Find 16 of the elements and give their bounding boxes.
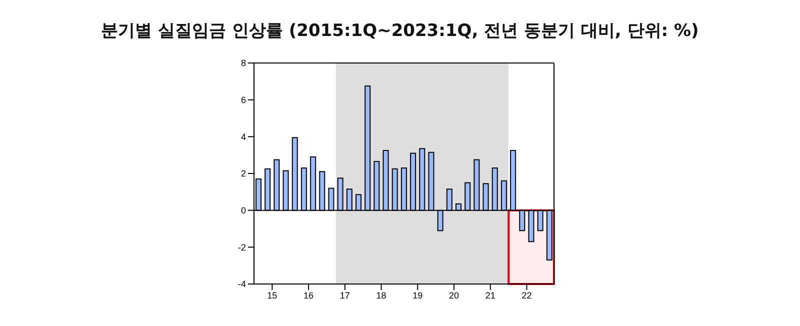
x-tick-label: 16 xyxy=(304,290,314,300)
y-tick-label: 2 xyxy=(240,168,246,179)
y-tick-label: 0 xyxy=(240,206,246,216)
x-tick-label: 22 xyxy=(522,290,532,300)
y-tick-label: -2 xyxy=(238,242,246,252)
y-tick-label: 6 xyxy=(240,95,246,106)
x-tick-label: 18 xyxy=(376,290,386,300)
x-tick-label: 17 xyxy=(340,290,350,300)
y-tick-label: 4 xyxy=(240,132,246,142)
x-tick-label: 21 xyxy=(485,290,496,300)
chart-title: 분기별 실질임금 인상률 (2015:1Q~2023:1Q, 전년 동분기 대비, 단위: %) xyxy=(100,20,700,43)
x-tick-label: 20 xyxy=(448,290,460,300)
x-tick-label: 15 xyxy=(267,290,278,300)
x-tick-label: 19 xyxy=(412,290,423,300)
y-tick-label: -4 xyxy=(238,279,246,290)
y-tick-label: 8 xyxy=(240,58,246,68)
